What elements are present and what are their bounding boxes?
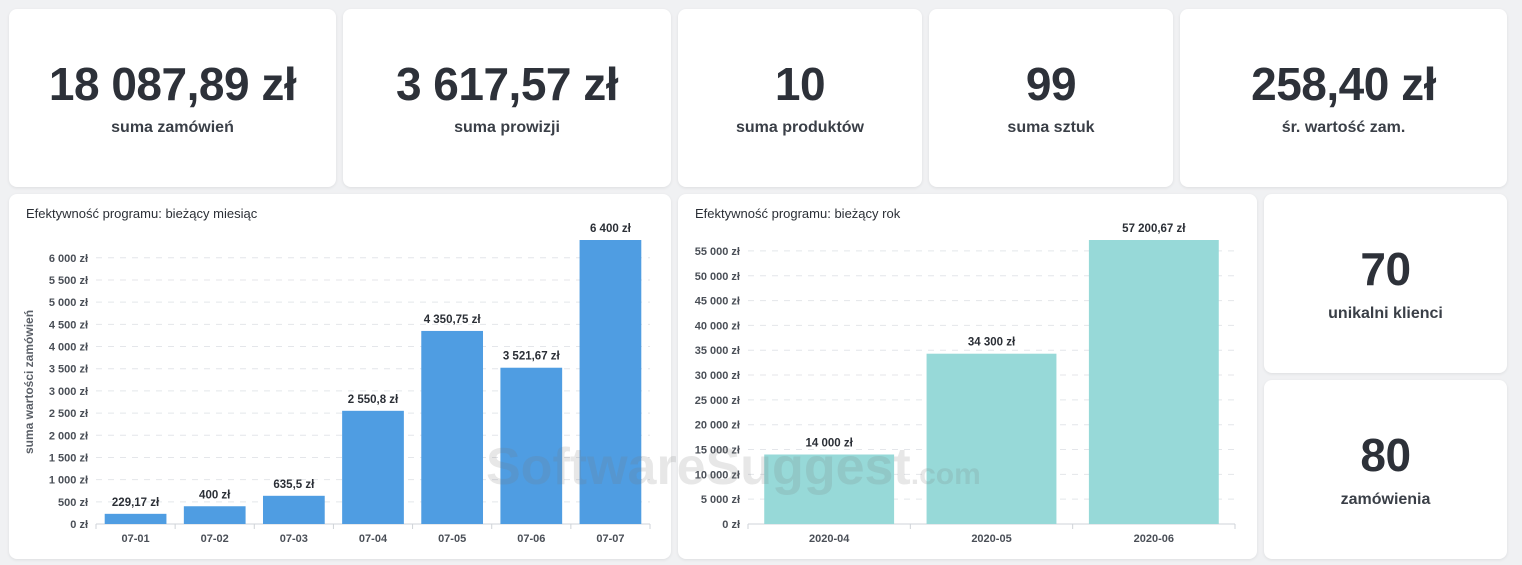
- y-tick-label: 20 000 zł: [695, 420, 740, 432]
- y-tick-label: 1 500 zł: [49, 452, 88, 464]
- kpi-label: śr. wartość zam.: [1281, 119, 1406, 137]
- x-tick-label: 2020-04: [809, 533, 850, 545]
- kpi-card-unique-clients: 70 unikalni klienci: [1264, 194, 1507, 373]
- x-tick-label: 07-01: [122, 533, 150, 545]
- chart-card-year: Efektywność programu: bieżący rok 0 zł 5 …: [678, 194, 1257, 559]
- bar[interactable]: [342, 410, 404, 524]
- x-tick-label: 2020-05: [971, 533, 1011, 545]
- bar-value-label: 229,17 zł: [112, 497, 160, 509]
- y-tick-label: 0 zł: [70, 519, 88, 531]
- kpi-label: suma sztuk: [1007, 119, 1095, 137]
- y-tick-label: 3 500 zł: [49, 364, 88, 376]
- kpi-value: 80: [1360, 429, 1411, 482]
- x-tick-label: 2020-06: [1134, 533, 1174, 545]
- chart-title: Efektywność programu: bieżący rok: [695, 206, 901, 221]
- x-tick-label: 07-07: [596, 533, 624, 545]
- kpi-value: 18 087,89 zł: [48, 57, 297, 110]
- chart-title: Efektywność programu: bieżący miesiąc: [26, 206, 258, 221]
- bar[interactable]: [183, 506, 246, 524]
- x-tick-label: 07-02: [201, 533, 229, 545]
- kpi-value: 70: [1360, 243, 1411, 296]
- x-tick-label: 07-04: [359, 533, 388, 545]
- y-tick-label: 4 500 zł: [49, 319, 88, 331]
- bar-value-label: 14 000 zł: [806, 437, 854, 449]
- y-tick-label: 25 000 zł: [695, 395, 740, 407]
- bar-value-label: 57 200,67 zł: [1122, 223, 1186, 235]
- y-tick-label: 5 000 zł: [701, 494, 740, 506]
- y-tick-label: 4 000 zł: [49, 342, 88, 354]
- bar[interactable]: [579, 240, 642, 524]
- kpi-card-orders-sum: 18 087,89 zł suma zamówień: [9, 9, 336, 187]
- y-tick-label: 3 000 zł: [49, 386, 88, 398]
- bar[interactable]: [764, 454, 895, 524]
- y-tick-label: 55 000 zł: [695, 246, 740, 258]
- kpi-card-units-sum: 99 suma sztuk: [929, 9, 1173, 187]
- bar-value-label: 6 400 zł: [590, 223, 632, 235]
- y-tick-label: 5 000 zł: [49, 297, 88, 309]
- kpi-card-commission-sum: 3 617,57 zł suma prowizji: [343, 9, 671, 187]
- y-tick-label: 6 000 zł: [49, 253, 88, 265]
- kpi-value: 10: [774, 57, 826, 110]
- bar[interactable]: [500, 367, 563, 524]
- y-tick-label: 10 000 zł: [695, 469, 740, 481]
- y-tick-label: 500 zł: [58, 497, 88, 509]
- y-tick-label: 2 000 zł: [49, 430, 88, 442]
- chart-year-svg: 0 zł 5 000 zł 10 000 zł 15 000 zł 20 000 zł 2…: [695, 223, 1236, 545]
- x-tick-label: 07-03: [280, 533, 308, 545]
- bar-value-label: 3 521,67 zł: [503, 351, 561, 363]
- y-tick-label: 30 000 zł: [695, 370, 740, 382]
- y-tick-label: 15 000 zł: [695, 445, 740, 457]
- kpi-value: 3 617,57 zł: [395, 57, 619, 110]
- kpi-label: zamówienia: [1340, 490, 1431, 508]
- bar[interactable]: [262, 495, 325, 524]
- y-tick-label: 40 000 zł: [695, 320, 740, 332]
- bar-value-label: 4 350,75 zł: [424, 314, 482, 326]
- kpi-label: unikalni klienci: [1328, 304, 1443, 322]
- kpi-label: suma prowizji: [454, 119, 560, 137]
- kpi-card-avg-order: 258,40 zł śr. wartość zam.: [1180, 9, 1507, 187]
- x-tick-label: 07-05: [438, 533, 466, 545]
- kpi-card-orders: 80 zamówienia: [1264, 380, 1507, 559]
- kpi-value: 99: [1025, 57, 1077, 110]
- bar-value-label: 34 300 zł: [968, 337, 1016, 349]
- bar-value-label: 2 550,8 zł: [348, 394, 399, 406]
- bar-value-label: 635,5 zł: [273, 479, 315, 491]
- y-axis-label: suma wartości zamówień: [22, 310, 36, 454]
- chart-card-month: Efektywność programu: bieżący miesiąc 0 …: [9, 194, 671, 559]
- y-tick-label: 1 000 zł: [49, 475, 88, 487]
- kpi-label: suma produktów: [735, 119, 864, 137]
- bar[interactable]: [926, 353, 1057, 524]
- bar[interactable]: [104, 513, 167, 524]
- kpi-value: 258,40 zł: [1251, 57, 1436, 110]
- bar[interactable]: [1088, 240, 1219, 524]
- x-tick-label: 07-06: [517, 533, 545, 545]
- chart-month-svg: 0 zł 500 zł 1 000 zł 1 500 zł 2 000 zł 2 500 …: [22, 223, 651, 545]
- bar-value-label: 400 zł: [199, 489, 231, 501]
- bar[interactable]: [421, 330, 484, 524]
- y-tick-label: 0 zł: [722, 519, 740, 531]
- y-tick-label: 5 500 zł: [49, 275, 88, 287]
- y-tick-label: 2 500 zł: [49, 408, 88, 420]
- y-tick-label: 50 000 zł: [695, 271, 740, 283]
- kpi-card-products-sum: 10 suma produktów: [678, 9, 922, 187]
- y-tick-label: 35 000 zł: [695, 345, 740, 357]
- kpi-label: suma zamówień: [111, 119, 234, 137]
- y-tick-label: 45 000 zł: [695, 296, 740, 308]
